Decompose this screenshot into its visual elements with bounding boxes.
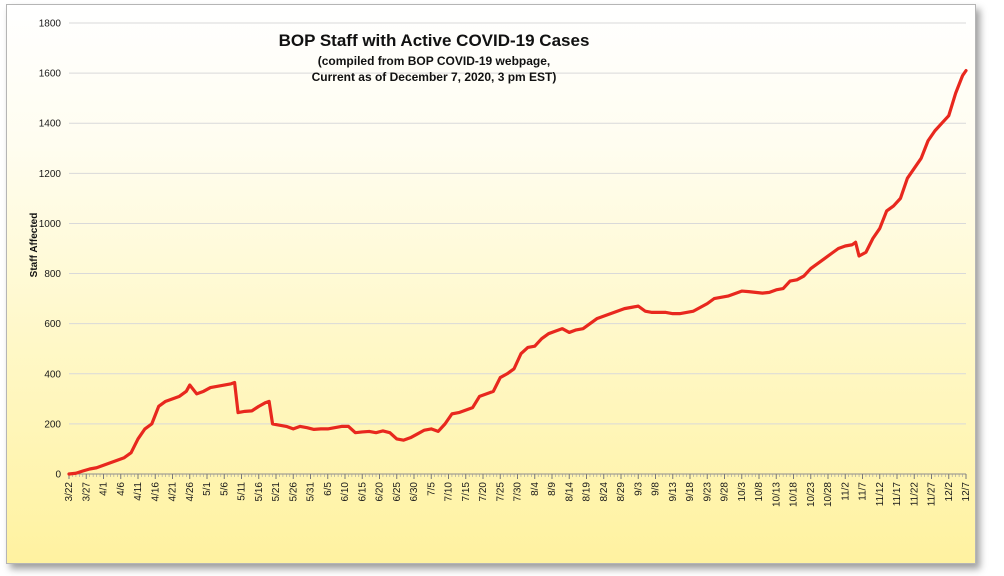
y-tick-label-400: 400 — [44, 369, 61, 380]
y-axis-label: Staff Affected — [29, 213, 40, 278]
series-layer — [67, 69, 968, 476]
x-axis: 3/22 3/27 4/1 4/6 4/11 4/16 4/21 4/26 5/1 5/6 5/11… — [64, 473, 972, 507]
x-tick-label-9-13: 9/13 — [668, 482, 679, 502]
y-tick-label-1000: 1000 — [39, 219, 62, 230]
x-tick-label-7-25: 7/25 — [495, 482, 506, 502]
x-tick-label-9-3: 9/3 — [633, 482, 644, 496]
x-tick-label-4-21: 4/21 — [168, 482, 179, 502]
x-tick-label-12-7: 12/7 — [961, 482, 972, 502]
y-tick-label-0: 0 — [55, 470, 61, 481]
chart-title: BOP Staff with Active COVID-19 Cases — [279, 31, 590, 50]
x-tick-label-10-18: 10/18 — [789, 482, 800, 507]
x-tick-label-10-23: 10/23 — [806, 482, 817, 507]
x-tick-label-7-5: 7/5 — [426, 482, 437, 496]
y-tick-label-1400: 1400 — [39, 119, 62, 130]
x-tick-label-6-25: 6/25 — [392, 482, 403, 502]
x-tick-label-5-1: 5/1 — [202, 482, 213, 496]
y-tick-label-1800: 1800 — [39, 19, 62, 30]
x-tick-label-10-8: 10/8 — [754, 482, 765, 502]
x-tick-label-11-22: 11/22 — [909, 482, 920, 507]
x-tick-label-5-11: 5/11 — [237, 482, 248, 501]
x-tick-label-6-30: 6/30 — [409, 482, 420, 502]
x-tick-label-9-8: 9/8 — [651, 482, 662, 496]
x-tick-label-11-27: 11/27 — [927, 482, 938, 507]
x-tick-label-10-3: 10/3 — [737, 482, 748, 502]
x-tick-label-7-15: 7/15 — [461, 482, 472, 502]
x-tick-label-4-11: 4/11 — [133, 482, 144, 501]
x-tick-label-10-28: 10/28 — [823, 482, 834, 507]
x-tick-label-8-9: 8/9 — [547, 482, 558, 496]
gridlines — [69, 22, 966, 475]
x-tick-label-9-28: 9/28 — [720, 482, 731, 502]
x-tick-label-12-2: 12/2 — [944, 482, 955, 502]
x-tick-label-3-27: 3/27 — [81, 482, 92, 502]
x-tick-label-8-29: 8/29 — [616, 482, 627, 502]
x-tick-label-3-22: 3/22 — [64, 482, 75, 502]
y-tick-label-1200: 1200 — [39, 169, 62, 180]
x-tick-label-11-17: 11/17 — [892, 482, 903, 507]
y-tick-label-800: 800 — [44, 269, 61, 280]
x-tick-label-5-31: 5/31 — [306, 482, 317, 502]
x-tick-label-4-6: 4/6 — [116, 482, 127, 496]
x-tick-label-8-14: 8/14 — [564, 482, 575, 502]
x-tick-label-7-10: 7/10 — [444, 482, 455, 502]
y-tick-label-200: 200 — [44, 419, 61, 430]
y-tick-label-600: 600 — [44, 319, 61, 330]
x-tick-label-6-5: 6/5 — [323, 482, 334, 496]
x-tick-label-8-4: 8/4 — [530, 482, 541, 496]
x-tick-label-5-6: 5/6 — [219, 482, 230, 496]
chart-subtitle-line-1: (compiled from BOP COVID-19 webpage, — [318, 54, 551, 68]
chart-subtitle-line-2: Current as of December 7, 2020, 3 pm EST… — [312, 70, 557, 84]
y-tick-label-1600: 1600 — [39, 69, 62, 80]
x-tick-label-11-12: 11/12 — [875, 482, 886, 507]
x-tick-label-6-15: 6/15 — [357, 482, 368, 502]
x-tick-label-4-16: 4/16 — [150, 482, 161, 502]
x-tick-label-7-30: 7/30 — [513, 482, 524, 502]
x-tick-label-4-26: 4/26 — [185, 482, 196, 502]
x-tick-label-11-7: 11/7 — [858, 482, 869, 501]
x-tick-label-5-26: 5/26 — [288, 482, 299, 502]
x-tick-label-4-1: 4/1 — [99, 482, 110, 496]
x-tick-label-9-23: 9/23 — [702, 482, 713, 502]
x-tick-label-5-21: 5/21 — [271, 482, 282, 502]
chart-frame — [6, 4, 976, 564]
x-tick-label-7-20: 7/20 — [478, 482, 489, 502]
x-tick-label-10-13: 10/13 — [771, 482, 782, 507]
x-tick-label-6-10: 6/10 — [340, 482, 351, 502]
x-tick-label-6-20: 6/20 — [375, 482, 386, 502]
series-line-0 — [67, 69, 968, 476]
x-tick-label-8-19: 8/19 — [582, 482, 593, 502]
x-tick-label-9-18: 9/18 — [685, 482, 696, 502]
x-tick-label-5-16: 5/16 — [254, 482, 265, 502]
x-tick-label-8-24: 8/24 — [599, 482, 610, 502]
y-axis: 0 200 400 600 800 1000 1200 1400 1600 1800 — [39, 19, 62, 481]
x-tick-label-11-2: 11/2 — [840, 482, 851, 501]
